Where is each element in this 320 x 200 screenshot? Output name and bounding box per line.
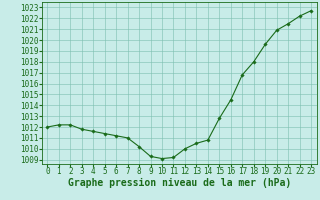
X-axis label: Graphe pression niveau de la mer (hPa): Graphe pression niveau de la mer (hPa) [68, 178, 291, 188]
